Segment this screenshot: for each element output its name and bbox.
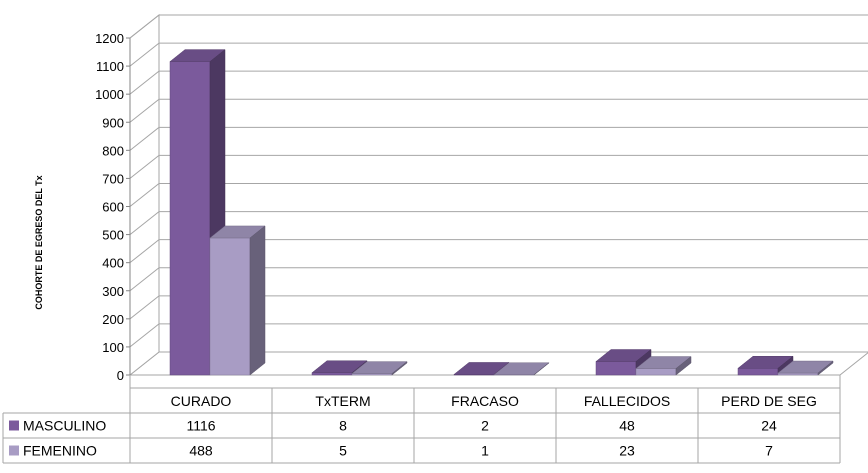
- data-value-label: 24: [761, 418, 777, 434]
- y-tick-label: 900: [102, 115, 124, 130]
- bar-masculino-front: [170, 62, 210, 375]
- x-category-label: CURADO: [171, 393, 232, 409]
- bar-femenino-side: [250, 226, 265, 375]
- x-category-label: PERD DE SEG: [721, 393, 817, 409]
- x-category-label: FRACASO: [451, 393, 519, 409]
- data-value-label: 5: [339, 443, 347, 459]
- data-value-label: 8: [339, 418, 347, 434]
- x-category-label: FALLECIDOS: [584, 393, 670, 409]
- y-tick-label: 700: [102, 171, 124, 186]
- legend-label-femenino: FEMENINO: [23, 443, 97, 459]
- y-tick-label: 600: [102, 200, 124, 215]
- y-tick-label: 0: [117, 368, 124, 383]
- data-value-label: 488: [189, 443, 213, 459]
- y-tick-label: 300: [102, 284, 124, 299]
- y-tick-label: 1200: [95, 31, 124, 46]
- legend-swatch-femenino: [9, 446, 19, 456]
- y-axis-title: COHORTE DE EGRESO DEL Tx: [34, 175, 44, 309]
- legend-label-masculino: MASCULINO: [23, 418, 106, 434]
- y-tick-label: 200: [102, 312, 124, 327]
- data-value-label: 48: [619, 418, 635, 434]
- data-value-label: 1: [481, 443, 489, 459]
- data-value-label: 2: [481, 418, 489, 434]
- y-tick-label: 1000: [95, 87, 124, 102]
- y-tick-label: 500: [102, 228, 124, 243]
- y-tick-label: 800: [102, 143, 124, 158]
- data-value-label: 7: [765, 443, 773, 459]
- data-value-label: 23: [619, 443, 635, 459]
- legend-swatch-masculino: [9, 421, 19, 431]
- bar-masculino-front: [738, 368, 778, 375]
- bar-femenino-front: [210, 238, 250, 375]
- bar-masculino-front: [312, 373, 352, 375]
- bar-femenino-front: [778, 373, 818, 375]
- bar-femenino-front: [636, 369, 676, 375]
- y-tick-label: 400: [102, 256, 124, 271]
- y-tick-label: 1100: [96, 59, 124, 74]
- x-category-label: TxTERM: [315, 393, 370, 409]
- y-tick-label: 100: [102, 340, 124, 355]
- bar-masculino-front: [596, 362, 636, 375]
- data-value-label: 1116: [186, 418, 215, 434]
